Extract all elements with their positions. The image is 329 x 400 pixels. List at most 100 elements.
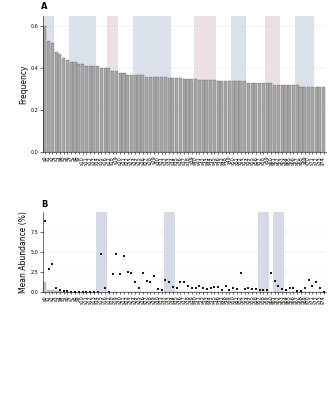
Point xyxy=(106,289,112,295)
Point xyxy=(234,286,240,292)
Point xyxy=(283,287,289,294)
Bar xyxy=(73,62,77,152)
Point xyxy=(103,285,108,291)
Point xyxy=(268,270,273,276)
Bar xyxy=(220,81,223,152)
Point xyxy=(95,289,100,295)
Point xyxy=(253,286,259,292)
Point xyxy=(133,279,138,286)
Bar xyxy=(47,290,50,292)
Bar xyxy=(164,77,167,152)
Point xyxy=(57,286,63,293)
Bar xyxy=(190,79,193,152)
Bar xyxy=(62,58,65,152)
Bar xyxy=(130,75,133,152)
Bar xyxy=(85,66,88,152)
Bar xyxy=(47,41,50,152)
Bar xyxy=(232,81,235,152)
Bar xyxy=(273,212,284,292)
Point xyxy=(204,286,210,292)
Point xyxy=(110,271,115,278)
Bar xyxy=(216,81,220,152)
Point xyxy=(84,289,89,295)
Bar xyxy=(77,64,80,152)
Bar xyxy=(43,16,54,152)
Bar xyxy=(250,83,254,152)
Y-axis label: Frequency: Frequency xyxy=(19,64,28,104)
Point xyxy=(80,288,85,295)
Bar xyxy=(145,77,148,152)
Bar xyxy=(231,16,246,152)
Point xyxy=(276,283,281,290)
Point xyxy=(265,286,270,293)
Bar xyxy=(205,80,208,152)
Point xyxy=(72,288,78,295)
Bar xyxy=(70,62,73,152)
Point xyxy=(219,286,225,293)
Point xyxy=(291,285,296,291)
Bar xyxy=(307,87,310,152)
Point xyxy=(310,283,315,290)
Bar xyxy=(243,81,246,152)
Bar xyxy=(149,77,152,152)
Bar xyxy=(228,81,231,152)
Point xyxy=(306,277,311,283)
Bar xyxy=(100,68,103,152)
Point xyxy=(298,288,304,294)
Point xyxy=(321,288,326,295)
Bar xyxy=(96,212,107,292)
Point xyxy=(257,286,262,293)
Bar xyxy=(187,79,190,152)
Bar xyxy=(171,78,174,152)
Bar xyxy=(164,212,175,292)
Point xyxy=(178,279,183,286)
Bar xyxy=(202,80,205,152)
Bar xyxy=(107,16,118,152)
Bar xyxy=(322,87,325,152)
Bar xyxy=(258,83,261,152)
Bar xyxy=(111,70,114,152)
Point xyxy=(117,271,123,278)
Bar xyxy=(266,83,269,152)
Point xyxy=(215,284,221,290)
Bar xyxy=(138,75,140,152)
Point xyxy=(50,261,55,267)
Point xyxy=(272,278,277,284)
Point xyxy=(208,285,213,291)
Point xyxy=(246,285,251,291)
Bar xyxy=(175,78,178,152)
Point xyxy=(114,251,119,258)
Bar xyxy=(288,85,291,152)
Point xyxy=(231,285,236,291)
Point xyxy=(129,270,134,276)
Bar xyxy=(167,78,171,152)
Bar xyxy=(58,54,62,152)
Point xyxy=(144,278,149,284)
Point xyxy=(302,285,307,291)
Point xyxy=(212,284,217,290)
Point xyxy=(197,283,202,290)
Bar xyxy=(126,75,129,152)
Bar xyxy=(69,16,96,152)
Bar xyxy=(104,68,107,152)
Point xyxy=(242,286,247,292)
Bar xyxy=(183,79,186,152)
Bar xyxy=(258,212,269,292)
Point xyxy=(166,278,172,285)
Point xyxy=(99,251,104,258)
Point xyxy=(121,253,127,259)
Point xyxy=(287,285,292,291)
Bar xyxy=(265,16,280,152)
Point xyxy=(151,273,157,279)
Bar xyxy=(194,16,216,152)
Bar xyxy=(92,66,95,152)
Bar xyxy=(51,43,54,152)
Point xyxy=(238,270,243,276)
Bar xyxy=(133,16,171,152)
Bar xyxy=(153,77,156,152)
Point xyxy=(137,285,142,291)
Bar xyxy=(198,80,201,152)
Point xyxy=(76,288,81,295)
Point xyxy=(280,286,285,292)
Bar xyxy=(89,66,91,152)
